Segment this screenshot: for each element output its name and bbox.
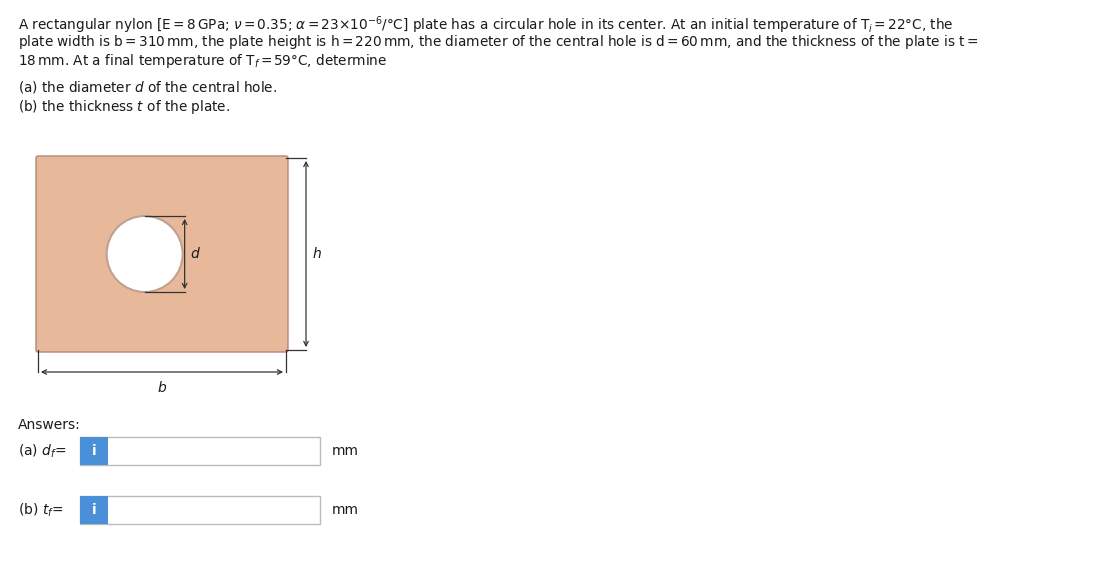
Bar [80, 437, 108, 465]
Bar [80, 496, 320, 524]
Text: $h$: $h$ [312, 246, 322, 262]
Text: Answers:: Answers: [18, 418, 81, 432]
Text: i: i [92, 444, 96, 458]
Text: $d$: $d$ [189, 246, 200, 262]
Text: $b$: $b$ [157, 380, 167, 395]
Text: mm: mm [332, 503, 359, 517]
Text: 18$\,$mm. At a final temperature of T$_f$$\,$=$\,$59°C, determine: 18$\,$mm. At a final temperature of T$_f… [18, 52, 387, 70]
Text: i: i [92, 503, 96, 517]
Text: (a) the diameter $d$ of the central hole.: (a) the diameter $d$ of the central hole… [18, 79, 277, 95]
FancyBboxPatch shape [37, 156, 288, 352]
Text: mm: mm [332, 444, 359, 458]
Circle shape [106, 216, 183, 292]
Text: (b) $t_f$=: (b) $t_f$= [18, 501, 63, 519]
Text: A rectangular nylon [E$\,$=$\,$8$\,$GPa; $\nu$$\,$=$\,$0.35; $\alpha$$\,$=$\,$23: A rectangular nylon [E$\,$=$\,$8$\,$GPa;… [18, 14, 953, 36]
Text: plate width is b$\,$=$\,$310$\,$mm, the plate height is h$\,$=$\,$220$\,$mm, the: plate width is b$\,$=$\,$310$\,$mm, the … [18, 33, 979, 51]
Text: (b) the thickness $t$ of the plate.: (b) the thickness $t$ of the plate. [18, 98, 230, 116]
Text: (a) $d_f$=: (a) $d_f$= [18, 442, 66, 460]
Bar [80, 496, 108, 524]
Bar [80, 437, 320, 465]
